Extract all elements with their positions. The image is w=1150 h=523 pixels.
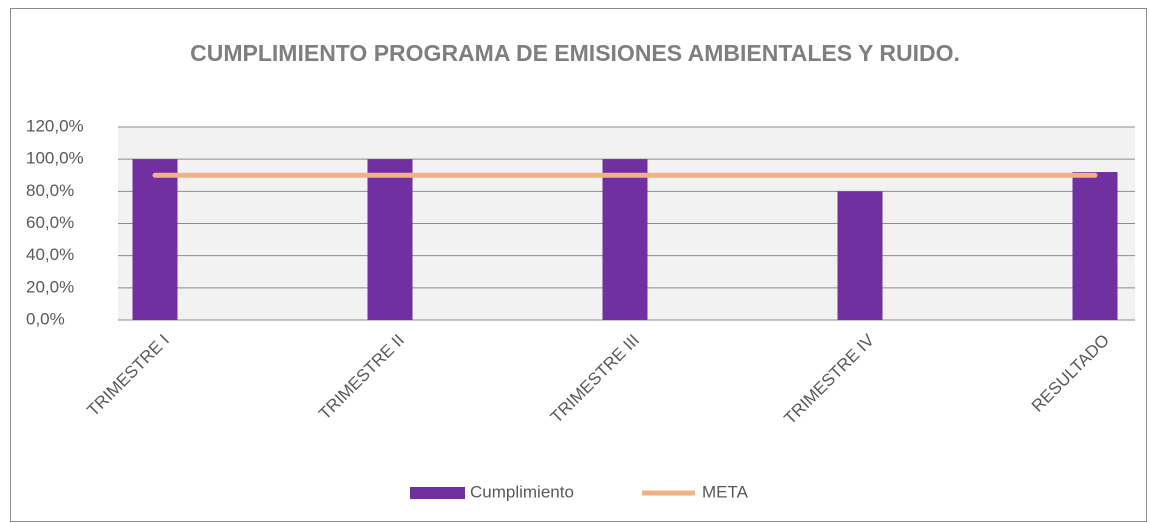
chart-title: CUMPLIMIENTO PROGRAMA DE EMISIONES AMBIE… bbox=[190, 40, 960, 66]
bar bbox=[367, 159, 413, 320]
y-tick-label: 40,0% bbox=[26, 245, 74, 264]
y-tick-label: 100,0% bbox=[26, 149, 84, 168]
y-tick-label: 0,0% bbox=[26, 309, 65, 328]
legend-label: META bbox=[702, 482, 749, 501]
bar bbox=[602, 159, 648, 320]
bar bbox=[132, 159, 178, 320]
y-tick-label: 120,0% bbox=[26, 116, 84, 135]
legend-label: Cumplimiento bbox=[470, 482, 574, 501]
y-tick-label: 80,0% bbox=[26, 181, 74, 200]
y-tick-label: 20,0% bbox=[26, 277, 74, 296]
legend-swatch bbox=[410, 487, 465, 499]
bar bbox=[1072, 172, 1118, 320]
bar bbox=[837, 191, 883, 320]
y-tick-label: 60,0% bbox=[26, 213, 74, 232]
